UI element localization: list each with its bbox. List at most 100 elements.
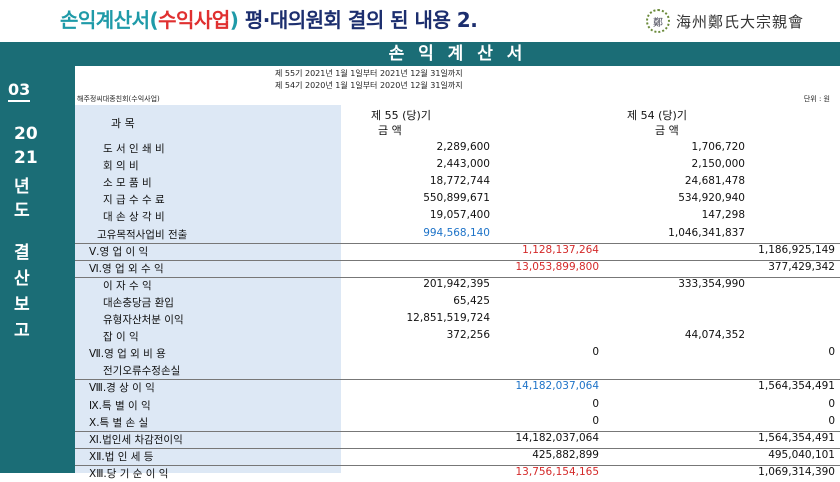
row-label: Ⅴ.영 업 이 익 <box>89 245 149 258</box>
table-row: 대손충당금 환입 65,425 <box>75 294 840 311</box>
org-info: 해주정씨대종친회(수익사업) 단위 : 원 <box>75 94 840 104</box>
period-line: 제 54기 2020년 1월 1일부터 2020년 12월 31일까지 <box>275 81 463 90</box>
label-line: 보 <box>14 295 30 315</box>
col-header-amount2: 금 액 <box>655 124 679 137</box>
row-amount-c: 534,920,940 <box>678 192 745 205</box>
row-label: 유형자산처분 이익 <box>103 314 184 326</box>
year-line3: 년 <box>14 177 30 197</box>
table-row: 지 급 수 수 료 550,899,671 534,920,940 <box>75 191 840 208</box>
row-amount-a: 201,942,395 <box>423 277 490 290</box>
logo: 鄭 海州鄭氏大宗親會 <box>646 8 804 34</box>
row-amount-d: 1,564,354,491 <box>758 431 835 444</box>
row-label: Ⅵ.영 업 외 수 익 <box>89 262 164 275</box>
row-amount-b: 0 <box>592 346 599 359</box>
unit-label: 단위 : 원 <box>803 95 830 103</box>
table-row: Ⅷ.경 상 이 익 14,182,037,064 1,564,354,491 <box>75 379 840 396</box>
year-line1: 20 <box>14 124 38 144</box>
row-amount-b: 0 <box>592 414 599 427</box>
sidebar: 03 20 21 년 도 결 산 보 고 <box>0 42 75 473</box>
row-amount-c: 1,046,341,837 <box>668 226 745 239</box>
row-amount-b: 13,756,154,165 <box>515 465 600 478</box>
row-amount-d: 0 <box>828 414 835 427</box>
row-label: Ⅸ.특 별 이 익 <box>89 399 151 412</box>
seal-icon: 鄭 <box>646 9 670 33</box>
logo-text: 海州鄭氏大宗親會 <box>676 12 805 31</box>
col-header-amount: 금 액 <box>378 124 402 137</box>
row-amount-a: 18,772,744 <box>429 175 490 188</box>
row-amount-b: 14,182,037,064 <box>515 380 600 393</box>
row-amount-a: 994,568,140 <box>423 226 490 239</box>
row-label: Ⅹ.특 별 손 실 <box>89 416 149 429</box>
year-line2: 21 <box>14 148 38 168</box>
row-label: 대손충당금 환입 <box>103 296 174 309</box>
table-row: Ⅸ.특 별 이 익 0 0 <box>75 397 840 414</box>
row-label: 회 의 비 <box>103 160 139 173</box>
table-row: Ⅶ.영 업 외 비 용 0 0 <box>75 345 840 362</box>
row-amount-c: 147,298 <box>701 209 745 222</box>
table-row: 잡 이 익 372,256 44,074,352 <box>75 328 840 345</box>
row-label: 이 자 수 익 <box>103 279 152 292</box>
table-row: 전기오류수정손실 <box>75 362 840 381</box>
row-amount-a: 12,851,519,724 <box>406 312 491 324</box>
row-amount-a: 65,425 <box>453 294 490 307</box>
row-amount-d: 1,564,354,491 <box>758 380 835 393</box>
row-label: 소 모 품 비 <box>103 177 152 190</box>
table-row: 도 서 인 쇄 비 2,289,600 1,706,720 <box>75 140 840 157</box>
row-label: Ⅷ.경 상 이 익 <box>89 382 155 395</box>
org-name: 해주정씨대종친회(수익사업) <box>77 95 160 103</box>
period-block: 제 55기 2021년 1월 1일부터 2021년 12월 31일까지 제 54… <box>75 66 840 92</box>
table-row: ⅩⅡ.법 인 세 등 425,882,899 495,040,101 <box>75 448 840 466</box>
table-row: Ⅺ.법인세 차감전이익 14,182,037,064 1,564,354,491 <box>75 431 840 449</box>
year-line4: 도 <box>14 201 30 221</box>
table-row: Ⅴ.영 업 이 익 1,128,137,264 1,186,925,149 <box>75 243 840 261</box>
label-line: 고 <box>14 321 30 341</box>
row-label: 고유목적사업비 전출 <box>97 228 188 241</box>
table-row: 이 자 수 익 201,942,395 333,354,990 <box>75 277 840 294</box>
section-number: 03 <box>8 80 31 102</box>
table-row: 유형자산처분 이익 12,851,519,724 <box>75 311 840 328</box>
statement-table: 과 목 제 55 (당)기 금 액 제 54 (당)기 금 액 도 서 인 쇄 … <box>75 105 840 480</box>
col-header-54: 제 54 (당)기 <box>627 109 687 122</box>
row-label: ⅩⅡ.법 인 세 등 <box>89 450 154 463</box>
row-label: 잡 이 익 <box>103 331 139 344</box>
row-amount-a: 372,256 <box>446 329 490 342</box>
statement-title: 손 익 계 산 서 <box>75 42 840 66</box>
row-amount-c: 44,074,352 <box>684 329 745 342</box>
label-line: 산 <box>14 269 30 289</box>
period-line: 제 55기 2021년 1월 1일부터 2021년 12월 31일까지 <box>275 69 463 78</box>
row-amount-b: 1,128,137,264 <box>522 243 599 256</box>
row-label: 도 서 인 쇄 비 <box>103 143 165 155</box>
row-amount-d: 1,186,925,149 <box>758 243 835 256</box>
row-amount-a: 2,289,600 <box>436 141 490 153</box>
row-amount-c: 24,681,478 <box>684 175 745 188</box>
table-row: 소 모 품 비 18,772,744 24,681,478 <box>75 174 840 191</box>
row-amount-d: 495,040,101 <box>768 448 835 461</box>
row-amount-b: 13,053,899,800 <box>515 260 600 273</box>
row-amount-a: 19,057,400 <box>429 209 490 222</box>
table-row: 고유목적사업비 전출 994,568,140 1,046,341,837 <box>75 226 840 244</box>
table-row: Ⅹ.특 별 손 실 0 0 <box>75 414 840 432</box>
row-amount-d: 0 <box>828 346 835 359</box>
page-title: 손익계산서(수익사업) 평·대의원회 결의 된 내용 2. <box>60 4 478 38</box>
row-amount-d: 377,429,342 <box>768 260 835 273</box>
col-header-item: 과 목 <box>111 117 135 130</box>
title-highlight: 수익사업 <box>158 8 230 32</box>
table-row: Ⅵ.영 업 외 수 익 13,053,899,800 377,429,342 <box>75 260 840 278</box>
row-label: Ⅶ.영 업 외 비 용 <box>89 348 166 361</box>
row-label: 전기오류수정손실 <box>103 365 181 378</box>
row-amount-b: 0 <box>592 397 599 410</box>
col-header-55: 제 55 (당)기 <box>371 109 431 122</box>
table-row: 회 의 비 2,443,000 2,150,000 <box>75 157 840 174</box>
row-amount-b: 14,182,037,064 <box>515 431 600 444</box>
title-part4: 평·대의원회 결의 된 내용 2. <box>238 8 478 32</box>
row-amount-d: 0 <box>828 397 835 410</box>
row-amount-c: 2,150,000 <box>691 158 745 171</box>
table-row: 대 손 상 각 비 19,057,400 147,298 <box>75 208 840 225</box>
row-amount-a: 550,899,671 <box>423 192 490 205</box>
row-label: 지 급 수 수 료 <box>103 194 165 207</box>
row-amount-c: 1,706,720 <box>691 141 745 153</box>
row-label: 대 손 상 각 비 <box>103 211 165 224</box>
label-column-bg <box>75 105 341 473</box>
label-line: 결 <box>14 243 30 263</box>
row-amount-a: 2,443,000 <box>436 158 490 171</box>
